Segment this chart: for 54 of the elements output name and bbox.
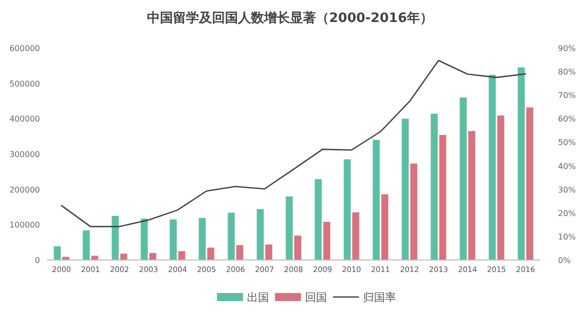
bar: [439, 134, 446, 260]
bar: [410, 164, 418, 260]
bar: [112, 216, 119, 260]
bar: [372, 140, 380, 260]
y2-tick-label: 0%: [558, 256, 572, 265]
bar: [120, 254, 128, 260]
bar: [149, 252, 156, 260]
y2-tick-label: 30%: [558, 185, 576, 194]
bar: [344, 159, 351, 260]
bar: [468, 131, 476, 260]
y2-tick-label: 10%: [558, 232, 576, 242]
bar: [256, 209, 264, 260]
bar: [497, 115, 504, 260]
bar: [207, 248, 214, 260]
bar: [323, 222, 330, 260]
bar: [314, 179, 322, 260]
bar: [352, 212, 360, 260]
y-tick-label: 600000: [9, 44, 40, 53]
bar: [54, 246, 61, 260]
bar: [170, 219, 177, 260]
bar: [294, 236, 302, 260]
y2-tick-label: 70%: [558, 91, 576, 100]
y-tick-label: 300000: [9, 150, 40, 159]
bar: [460, 97, 467, 260]
y-tick-label: 0: [34, 256, 40, 265]
y2-tick-label: 50%: [558, 138, 576, 148]
y-tick-label: 500000: [9, 79, 40, 88]
y-tick-label: 200000: [9, 185, 40, 194]
bar: [526, 107, 534, 260]
bar: [82, 230, 90, 260]
y2-tick-label: 60%: [558, 114, 576, 124]
legend-label: 归国率: [363, 291, 396, 304]
bar: [228, 212, 235, 260]
bar: [236, 245, 244, 260]
bar: [402, 118, 409, 260]
line-series: [60, 60, 526, 228]
bar: [488, 74, 496, 260]
y2-tick-label: 90%: [558, 44, 576, 53]
bar: [286, 196, 293, 260]
legend-label: 回国: [305, 291, 327, 304]
bar: [518, 67, 525, 260]
bar: [178, 251, 186, 260]
bar: [265, 244, 272, 260]
legend-label: 出国: [247, 291, 269, 304]
y-tick-label: 400000: [9, 114, 40, 124]
y2-tick-label: 20%: [558, 208, 576, 218]
y2-tick-label: 80%: [558, 68, 576, 77]
chart-title: 中国留学及回国人数增长显著（2000-2016年）: [147, 10, 433, 26]
y-tick-label: 100000: [9, 220, 40, 230]
y2-tick-label: 40%: [558, 162, 576, 171]
bar: [430, 114, 438, 260]
bar: [198, 218, 206, 260]
bar: [381, 194, 388, 260]
bar: [140, 218, 148, 260]
